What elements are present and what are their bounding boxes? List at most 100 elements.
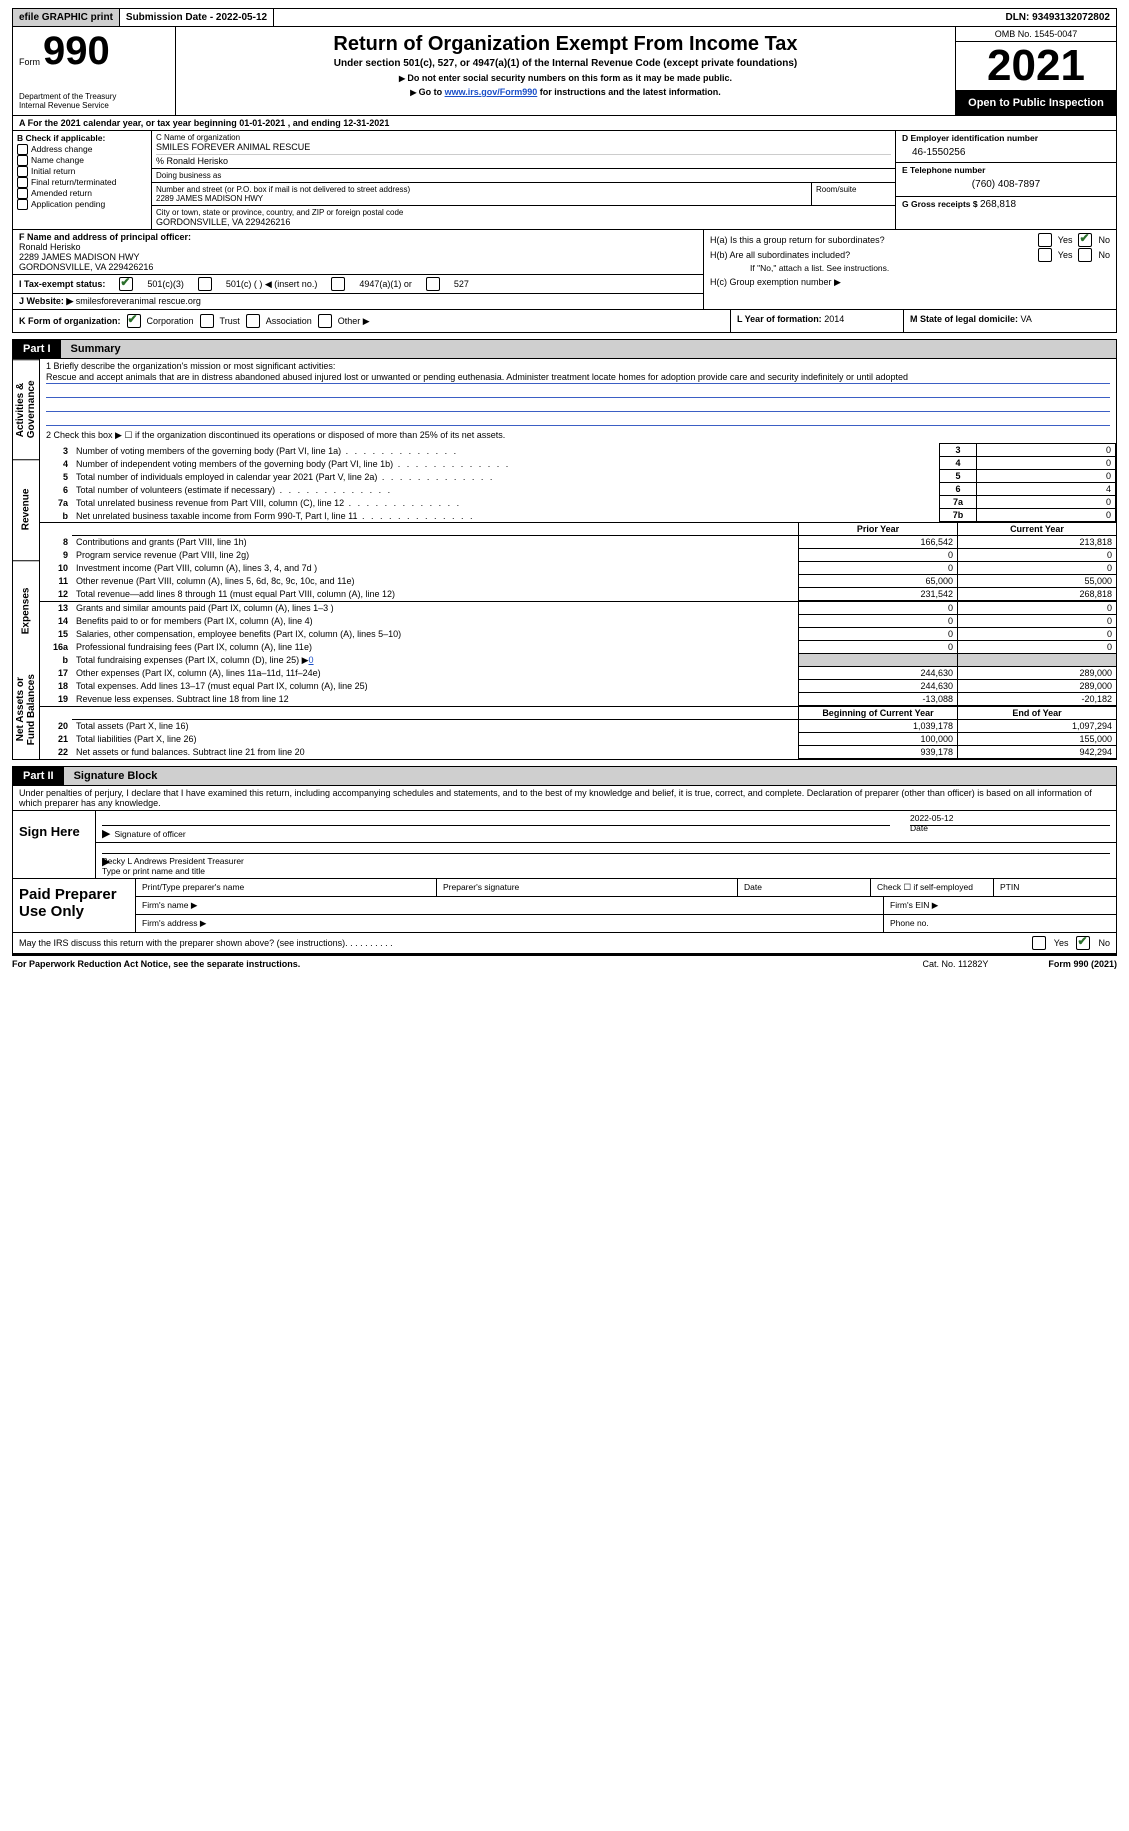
street-value: 2289 JAMES MADISON HWY	[156, 194, 807, 203]
current-year: 289,000	[958, 667, 1117, 680]
summary-right: 1 Briefly describe the organization's mi…	[40, 359, 1116, 759]
d-ein: D Employer identification number 46-1550…	[896, 131, 1116, 163]
line1-mission: 1 Briefly describe the organization's mi…	[40, 359, 1116, 428]
ha-yes[interactable]	[1038, 233, 1052, 247]
lbl-501c: 501(c) ( ) ◀ (insert no.)	[226, 279, 317, 290]
sign-here: Sign Here	[13, 811, 96, 878]
prior-year: 244,630	[799, 667, 958, 680]
l-label: L Year of formation:	[737, 314, 822, 324]
dba-label: Doing business as	[156, 171, 891, 180]
irs-q-text: May the IRS discuss this return with the…	[19, 938, 345, 948]
line-num: 5	[40, 470, 72, 483]
room-suite: Room/suite	[812, 183, 895, 205]
chk-app-pending[interactable]	[17, 199, 28, 210]
prior-year: 65,000	[799, 575, 958, 588]
line-num: 8	[40, 536, 72, 549]
dln: DLN: 93493132072802	[999, 9, 1116, 26]
j-website: J Website: ▶ smilesforeveranimal rescue.…	[13, 294, 703, 309]
line-value: 0	[977, 496, 1116, 509]
firm-addr: Firm's address ▶	[136, 915, 884, 932]
lbl-initial-return: Initial return	[31, 166, 75, 177]
lbl-name-change: Name change	[31, 155, 84, 166]
paid-preparer-row: Paid Preparer Use Only Print/Type prepar…	[13, 878, 1116, 932]
hb-yes[interactable]	[1038, 248, 1052, 262]
line-desc: Total assets (Part X, line 16)	[72, 720, 799, 733]
part1-title: Summary	[61, 340, 1116, 358]
hb-note: If "No," attach a list. See instructions…	[710, 263, 1110, 273]
ha-label: H(a) Is this a group return for subordin…	[710, 235, 1038, 245]
chk-4947[interactable]	[331, 277, 345, 291]
pra-notice: For Paperwork Reduction Act Notice, see …	[12, 959, 300, 969]
chk-initial-return[interactable]	[17, 166, 28, 177]
line-desc: Total number of volunteers (estimate if …	[72, 483, 940, 496]
cat-no: Cat. No. 11282Y	[923, 959, 989, 969]
line-num: 15	[40, 628, 72, 641]
line-num: b	[40, 654, 72, 667]
gov-table: 3 Number of voting members of the govern…	[40, 443, 1116, 522]
chk-amended[interactable]	[17, 188, 28, 199]
page-footer: For Paperwork Reduction Act Notice, see …	[12, 954, 1117, 972]
chk-other[interactable]	[318, 314, 332, 328]
department: Department of the Treasury Internal Reve…	[19, 93, 169, 111]
irs-no[interactable]	[1076, 936, 1090, 950]
mission-label: 1 Briefly describe the organization's mi…	[46, 361, 1110, 371]
line-value: 0	[977, 470, 1116, 483]
officer-name: Becky L Andrews President Treasurer	[102, 856, 1110, 866]
chk-address-change[interactable]	[17, 144, 28, 155]
line-desc: Total liabilities (Part X, line 26)	[72, 733, 799, 746]
current-year: 0	[958, 615, 1117, 628]
check-self-emp: Check ☐ if self-employed	[871, 879, 994, 896]
row-a-period: A For the 2021 calendar year, or tax yea…	[12, 116, 1117, 131]
current-year: 0	[958, 641, 1117, 654]
m-label: M State of legal domicile:	[910, 314, 1018, 324]
line-num: 18	[40, 680, 72, 693]
chk-final-return[interactable]	[17, 177, 28, 188]
phone-label: E Telephone number	[902, 165, 1110, 175]
prior-year	[799, 654, 958, 667]
ha-no[interactable]	[1078, 233, 1092, 247]
current-year: 268,818	[958, 588, 1117, 601]
mission-blank-3	[46, 412, 1110, 426]
line-boxnum: 4	[940, 457, 977, 470]
line-num: 12	[40, 588, 72, 601]
j-value: smilesforeveranimal rescue.org	[76, 296, 201, 306]
line-num: 9	[40, 549, 72, 562]
col-b: B Check if applicable: Address change Na…	[13, 131, 152, 229]
vtab-expenses: Expenses	[13, 560, 39, 660]
h-section: H(a) Is this a group return for subordin…	[703, 230, 1116, 309]
form-number: Form 990	[19, 31, 169, 71]
prior-year: 0	[799, 562, 958, 575]
chk-assoc[interactable]	[246, 314, 260, 328]
prep-name: Print/Type preparer's name	[136, 879, 437, 896]
ein-label: D Employer identification number	[902, 133, 1110, 143]
chk-corp[interactable]	[127, 314, 141, 328]
end-year: 1,097,294	[958, 720, 1117, 733]
col-c: C Name of organization SMILES FOREVER AN…	[152, 131, 896, 229]
prior-year: 244,630	[799, 680, 958, 693]
chk-trust[interactable]	[200, 314, 214, 328]
chk-name-change[interactable]	[17, 155, 28, 166]
chk-501c[interactable]	[198, 277, 212, 291]
irs-link[interactable]: www.irs.gov/Form990	[445, 87, 538, 97]
signature-block: Under penalties of perjury, I declare th…	[12, 786, 1117, 954]
efile-print-button[interactable]: efile GRAPHIC print	[13, 9, 120, 26]
irs-yes[interactable]	[1032, 936, 1046, 950]
firm-name: Firm's name ▶	[136, 897, 884, 914]
line-num: 7a	[40, 496, 72, 509]
lbl-527: 527	[454, 279, 469, 289]
line-boxnum: 6	[940, 483, 977, 496]
current-year: 55,000	[958, 575, 1117, 588]
part1-num: Part I	[13, 340, 61, 358]
chk-527[interactable]	[426, 277, 440, 291]
hb-no[interactable]	[1078, 248, 1092, 262]
f-addr: 2289 JAMES MADISON HWY GORDONSVILLE, VA …	[19, 252, 153, 272]
exp-table: 13 Grants and similar amounts paid (Part…	[40, 602, 1116, 706]
lbl-501c3: 501(c)(3)	[147, 279, 184, 289]
k-form-org: K Form of organization: Corporation Trus…	[13, 310, 731, 332]
m-state: M State of legal domicile: VA	[904, 310, 1116, 332]
line-num: 16a	[40, 641, 72, 654]
gross-value: 268,818	[980, 199, 1016, 210]
line-desc: Benefits paid to or for members (Part IX…	[72, 615, 799, 628]
chk-501c3[interactable]	[119, 277, 133, 291]
submission-date: Submission Date - 2022-05-12	[120, 9, 274, 26]
